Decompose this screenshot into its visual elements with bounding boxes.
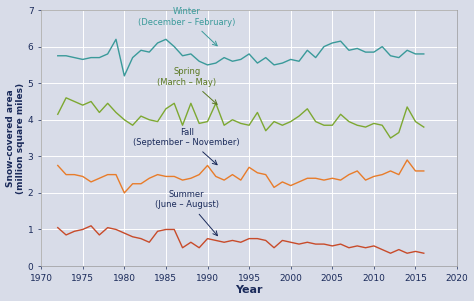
- Text: Spring
(March – May): Spring (March – May): [157, 67, 217, 104]
- Text: Fall
(September – November): Fall (September – November): [133, 128, 240, 165]
- Text: Winter
(December – February): Winter (December – February): [138, 7, 236, 46]
- X-axis label: Year: Year: [236, 285, 263, 296]
- Text: Summer
(June – August): Summer (June – August): [155, 190, 219, 236]
- Y-axis label: Snow-covered area
(million square miles): Snow-covered area (million square miles): [6, 82, 25, 194]
